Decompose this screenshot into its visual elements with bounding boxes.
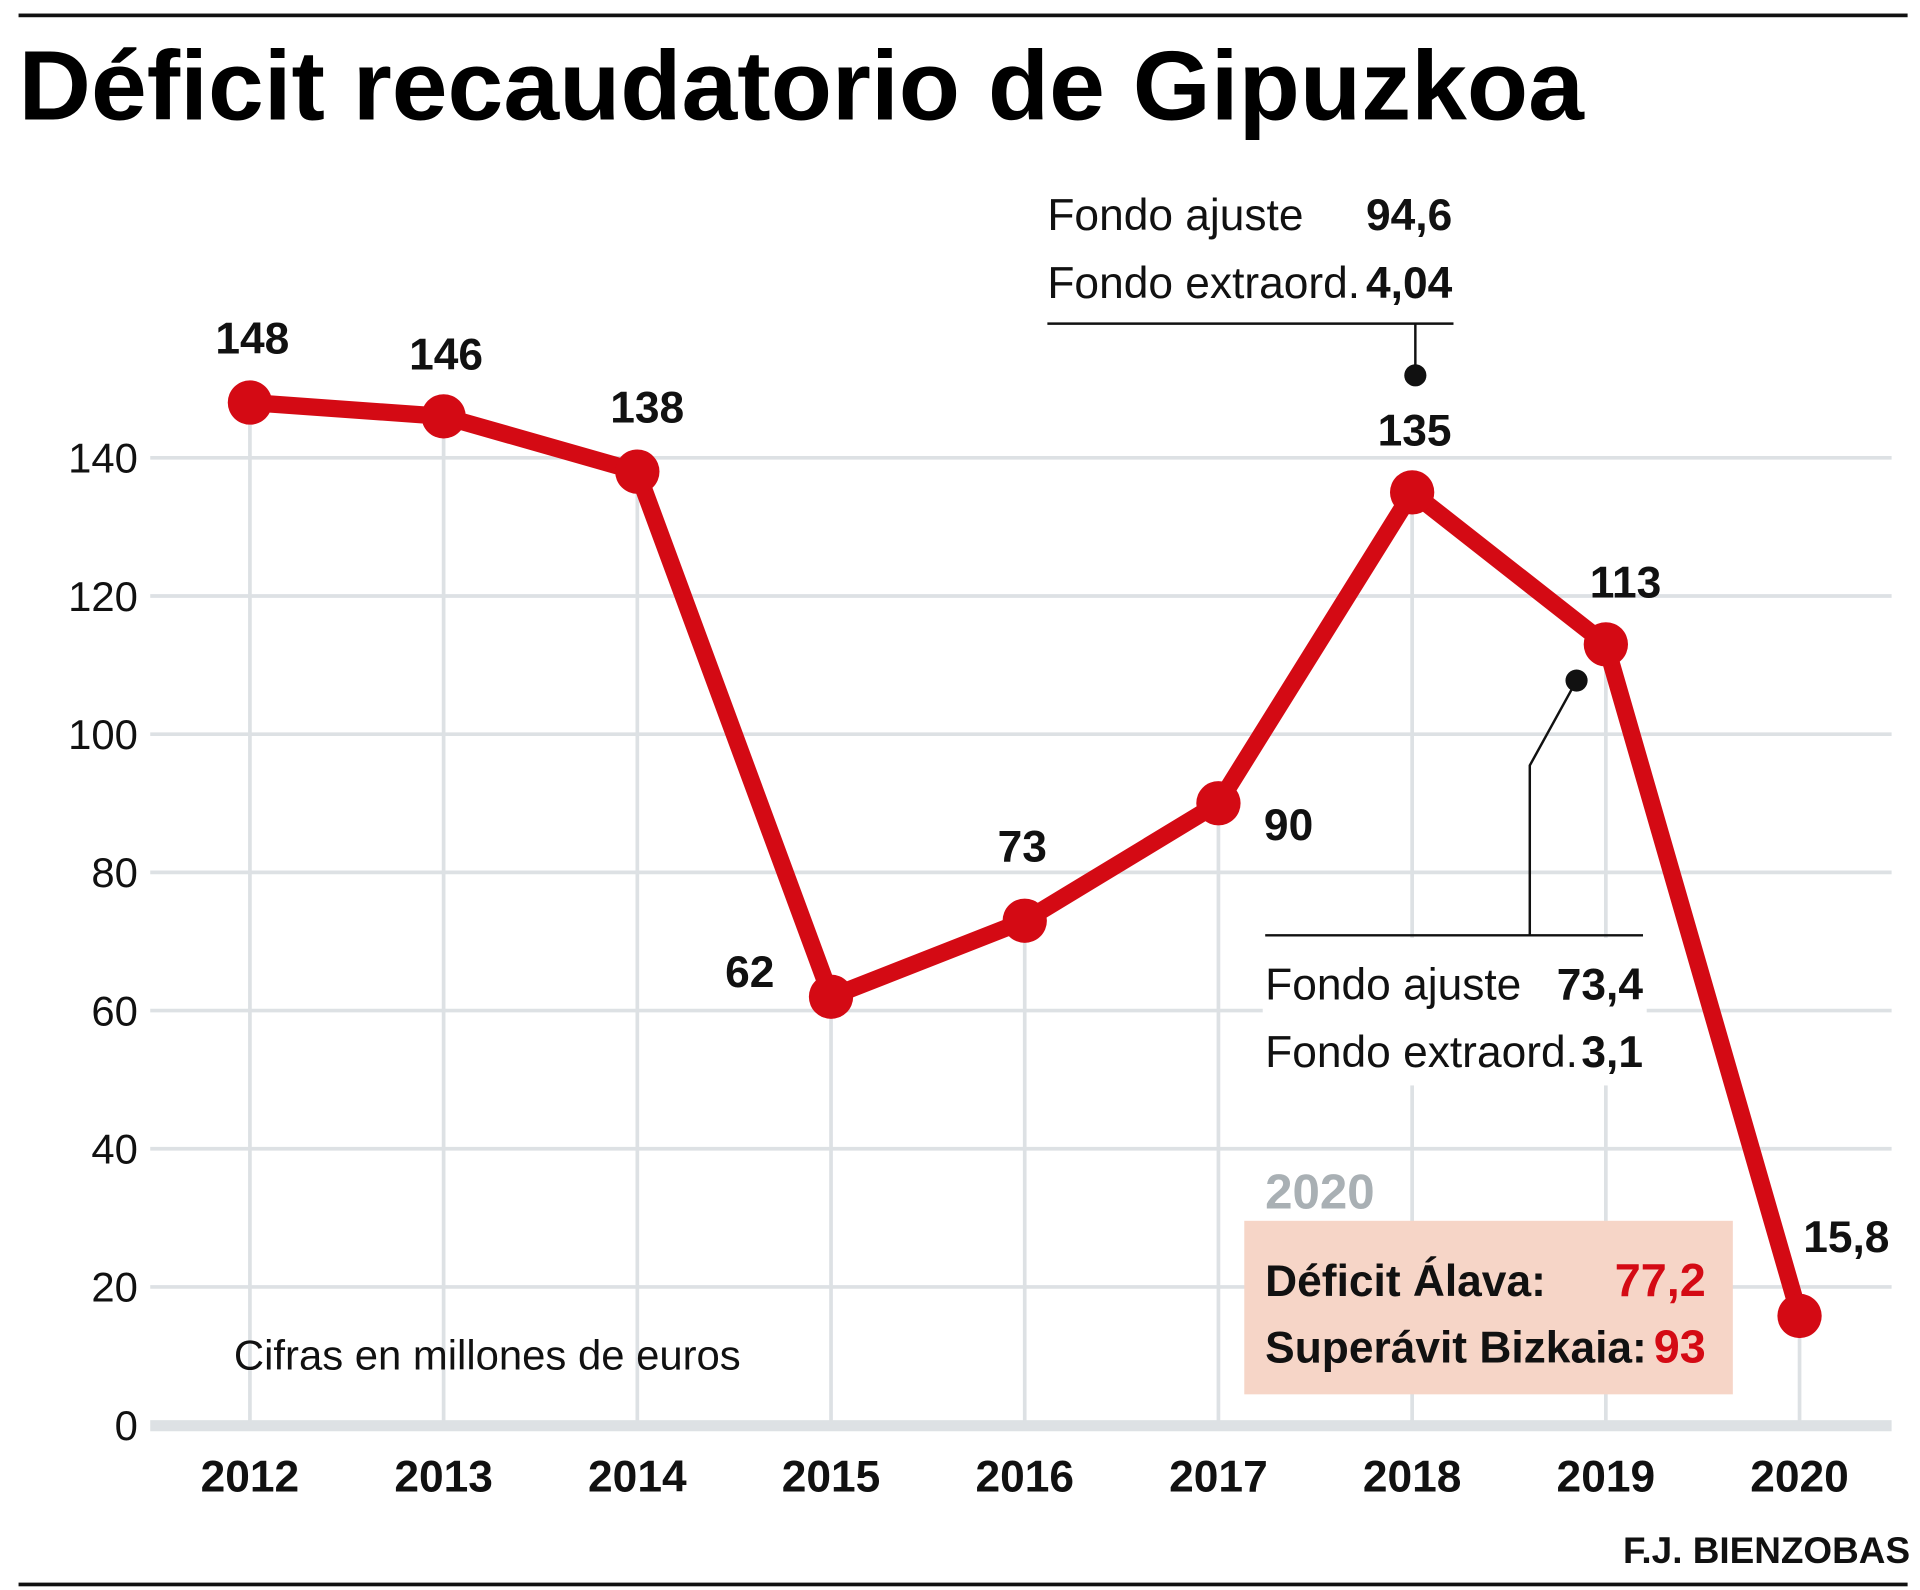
annotation-backdrop <box>1262 937 1647 1086</box>
data-label: 62 <box>725 948 774 997</box>
y-tick-label: 80 <box>91 849 138 896</box>
data-label: 146 <box>409 331 483 380</box>
annotation-value: 3,1 <box>1581 1028 1643 1077</box>
leader-dot <box>1404 364 1427 387</box>
data-point <box>1777 1293 1822 1339</box>
data-label: 90 <box>1264 801 1313 850</box>
x-tick-label: 2018 <box>1363 1453 1462 1502</box>
data-point <box>808 974 854 1019</box>
annotation-label: Fondo ajuste <box>1047 191 1303 240</box>
chart-title: Déficit recaudatorio de Gipuzkoa <box>19 30 1586 140</box>
annotation-value: 73,4 <box>1557 960 1644 1009</box>
y-axis-ticks: 0 20 40 60 80 100 120 140 <box>68 435 138 1449</box>
leader-line <box>1528 679 1578 936</box>
box-label: Superávit Bizkaia: <box>1265 1323 1647 1372</box>
box-value: 93 <box>1654 1320 1706 1372</box>
data-point <box>1196 781 1241 826</box>
leader-dot <box>1565 669 1588 692</box>
x-tick-label: 2019 <box>1557 1453 1656 1502</box>
data-point <box>1002 898 1047 943</box>
y-tick-label: 100 <box>68 711 138 758</box>
data-labels: 148 146 138 62 73 90 135 113 15,8 <box>215 314 1889 1262</box>
data-label: 138 <box>610 383 684 432</box>
data-label: 148 <box>215 314 289 363</box>
annotation-2019: Fondo ajuste 73,4 Fondo extraord. 3,1 <box>1262 669 1647 1086</box>
data-point <box>1583 622 1628 667</box>
annotation-label: Fondo ajuste <box>1265 960 1521 1009</box>
data-point <box>1389 470 1435 515</box>
y-tick-label: 0 <box>115 1402 138 1449</box>
y-tick-label: 20 <box>91 1264 138 1311</box>
x-axis-baseline <box>150 1420 1892 1432</box>
y-tick-label: 140 <box>68 435 138 482</box>
annotation-value: 94,6 <box>1366 191 1452 240</box>
x-tick-label: 2012 <box>201 1453 300 1502</box>
x-tick-label: 2014 <box>588 1453 687 1502</box>
data-point <box>227 380 273 425</box>
bottom-rule <box>18 1582 1908 1587</box>
data-point <box>615 449 660 494</box>
annotation-value: 4,04 <box>1366 259 1453 308</box>
y-tick-label: 120 <box>68 573 138 620</box>
comparison-box: 2020 Déficit Álava: 77,2 Superávit Bizka… <box>1244 1164 1733 1395</box>
x-tick-label: 2015 <box>782 1453 881 1502</box>
box-year: 2020 <box>1265 1164 1374 1219</box>
x-tick-label: 2020 <box>1750 1453 1849 1502</box>
y-tick-label: 60 <box>91 987 138 1034</box>
data-label: 15,8 <box>1803 1213 1889 1262</box>
x-axis-ticks: 2012 2013 2014 2015 2016 2017 2018 2019 2020 <box>201 1453 1849 1502</box>
series-line <box>227 380 1822 1339</box>
data-label: 113 <box>1590 559 1661 608</box>
box-value: 77,2 <box>1615 1254 1706 1306</box>
x-tick-label: 2016 <box>975 1453 1074 1502</box>
x-tick-label: 2013 <box>394 1453 493 1502</box>
data-point <box>421 394 466 439</box>
annotation-label: Fondo extraord. <box>1047 259 1360 308</box>
box-background <box>1244 1220 1733 1395</box>
y-tick-label: 40 <box>91 1125 138 1172</box>
credit: F.J. BIENZOBAS <box>1623 1530 1910 1571</box>
x-tick-label: 2017 <box>1169 1453 1268 1502</box>
annotation-2018: Fondo ajuste 94,6 Fondo extraord. 4,04 <box>1047 191 1454 387</box>
annotation-label: Fondo extraord. <box>1265 1028 1578 1077</box>
box-label: Déficit Álava: <box>1265 1256 1546 1306</box>
units-note: Cifras en millones de euros <box>234 1332 741 1379</box>
data-label: 135 <box>1378 407 1452 456</box>
top-rule <box>18 13 1908 18</box>
data-label: 73 <box>998 823 1047 872</box>
